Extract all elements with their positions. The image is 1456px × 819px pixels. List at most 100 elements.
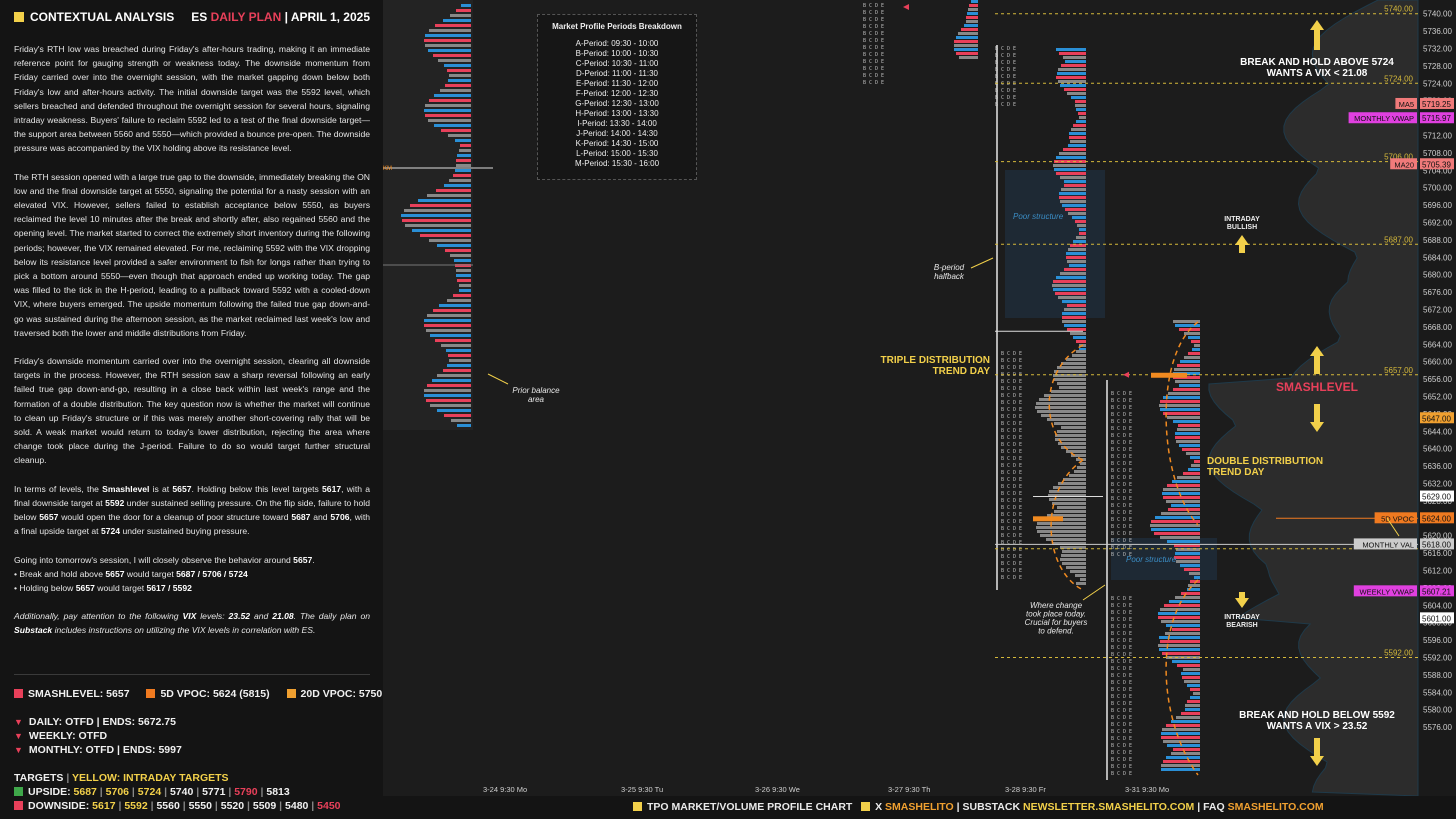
profile-bar (1037, 410, 1086, 413)
tpo-letters: B C D E (995, 102, 1016, 108)
profile-bar (1183, 668, 1200, 671)
profile-bar (1063, 56, 1086, 59)
profile-bar (1155, 516, 1200, 519)
y-tick-label: 5704.00 (1423, 166, 1452, 175)
profile-bar (1047, 418, 1086, 421)
profile-bar (1048, 494, 1086, 497)
profile-bar (434, 94, 471, 97)
tpo-letters: B C D E (1111, 552, 1132, 558)
profile-bar (1039, 398, 1086, 401)
profile-bar (441, 344, 471, 347)
profile-bar (1180, 360, 1200, 363)
tpo-letters: B C D E (1111, 398, 1132, 404)
break-below-label: BREAK AND HOLD BELOW 5592 WANTS A VIX > 2… (1239, 710, 1395, 732)
profile-bar (428, 49, 471, 52)
profile-bar (1173, 420, 1200, 423)
y-tick-label: 5728.00 (1423, 62, 1452, 71)
monthly-value: MONTHLY: OTFD | ENDS: 5997 (28, 744, 182, 756)
profile-bar (1053, 288, 1086, 291)
volume-profile-outline (1208, 0, 1419, 796)
profile-bar (1060, 272, 1086, 275)
period-row: C-Period: 10:30 - 11:00 (575, 59, 659, 68)
profile-bar (1191, 464, 1200, 467)
profile-bar (1036, 526, 1086, 529)
profile-bar (1072, 216, 1086, 219)
tpo-letters: B C D E (1001, 561, 1022, 567)
profile-bar (1061, 362, 1086, 365)
profile-bar (456, 159, 471, 162)
weekly-value: WEEKLY: OTFD (28, 730, 108, 742)
tpo-letters: B C D E (863, 59, 884, 65)
y-tick-label: 5712.00 (1423, 132, 1452, 141)
profile-bar (1182, 676, 1200, 679)
profile-bar (1167, 484, 1200, 487)
profile-bar (1041, 414, 1086, 417)
profile-bar (1051, 390, 1086, 393)
km-label: KM (383, 166, 392, 172)
tag-name: MONTHLY VAL (1362, 540, 1414, 549)
downside-label: DOWNSIDE: (28, 800, 90, 812)
footer-separator: | (1197, 801, 1201, 813)
profile-bar (1065, 208, 1086, 211)
tag-value: 5705.39 (1422, 160, 1451, 169)
target-value: 5771 (202, 786, 226, 798)
faq-link[interactable]: SMASHELITO.COM (1227, 801, 1324, 813)
tag-value: 5618.00 (1422, 540, 1451, 549)
profile-bar (1054, 168, 1086, 171)
period-row: K-Period: 14:30 - 15:00 (575, 139, 659, 148)
profile-bar (1167, 620, 1200, 623)
target-value: 5813 (266, 786, 290, 798)
profile-bar (959, 56, 978, 59)
profile-bar (1154, 532, 1200, 535)
profile-bar (1175, 380, 1200, 383)
profile-bar (435, 24, 471, 27)
profile-bar (453, 294, 471, 297)
profile-bar (1176, 560, 1200, 563)
tpo-letters: B C D E (1111, 610, 1132, 616)
profile-bar (1070, 570, 1086, 573)
tpo-letters: B C D E (1111, 750, 1132, 756)
profile-bar (1190, 696, 1200, 699)
profile-bar (1163, 636, 1200, 639)
profile-bar (1062, 300, 1086, 303)
y-tick-label: 5644.00 (1423, 427, 1452, 436)
profile-bar (1179, 444, 1200, 447)
tpo-letters: B C D E (1001, 568, 1022, 574)
profile-bar (1055, 438, 1086, 441)
profile-bar (1077, 466, 1086, 469)
profile-bar (1064, 308, 1086, 311)
profile-bar (1080, 578, 1086, 581)
tpo-letters: B C D E (1111, 475, 1132, 481)
profile-bar (1061, 64, 1086, 67)
vpoc5-value: 5D VPOC: 5624 (5815) (160, 688, 270, 700)
tpo-letters: B C D E (863, 24, 884, 30)
profile-bar (1044, 394, 1086, 397)
symbol: ES (191, 10, 208, 24)
substack-link[interactable]: NEWSLETTER.SMASHELITO.COM (1022, 801, 1195, 813)
tpo-letters: B C D E (1001, 554, 1022, 560)
tpo-letters: B C D E (1001, 575, 1022, 581)
profile-bar (1066, 256, 1086, 259)
profile-bar (1183, 472, 1200, 475)
footer-chart-label: TPO MARKET/VOLUME PROFILE CHART (647, 801, 853, 813)
profile-bar (1062, 204, 1086, 207)
profile-bar (455, 169, 471, 172)
tpo-letters: B C D E (1111, 596, 1132, 602)
plan-label: DAILY PLAN (210, 10, 282, 24)
tpo-letters: B C D E (1001, 414, 1022, 420)
period-row: G-Period: 12:30 - 13:00 (575, 99, 659, 108)
profile-bar (1073, 240, 1086, 243)
profile-bar (1075, 104, 1086, 107)
profile-bar (447, 364, 471, 367)
profile-bar (1190, 456, 1200, 459)
x-handle-link[interactable]: SMASHELITO (885, 801, 954, 813)
profile-bar (1057, 430, 1086, 433)
vpoc5-swatch-icon (146, 689, 156, 698)
profile-bar (1168, 604, 1200, 607)
tpo-letters: B C D E (1111, 673, 1132, 679)
profile-bar (1056, 156, 1086, 159)
tpo-letters: B C D E (1111, 680, 1132, 686)
profile-bar (1049, 490, 1086, 493)
tpo-letters: B C D E (1111, 771, 1132, 777)
triple-distribution-label: TRIPLE DISTRIBUTION TREND DAY (881, 355, 991, 377)
